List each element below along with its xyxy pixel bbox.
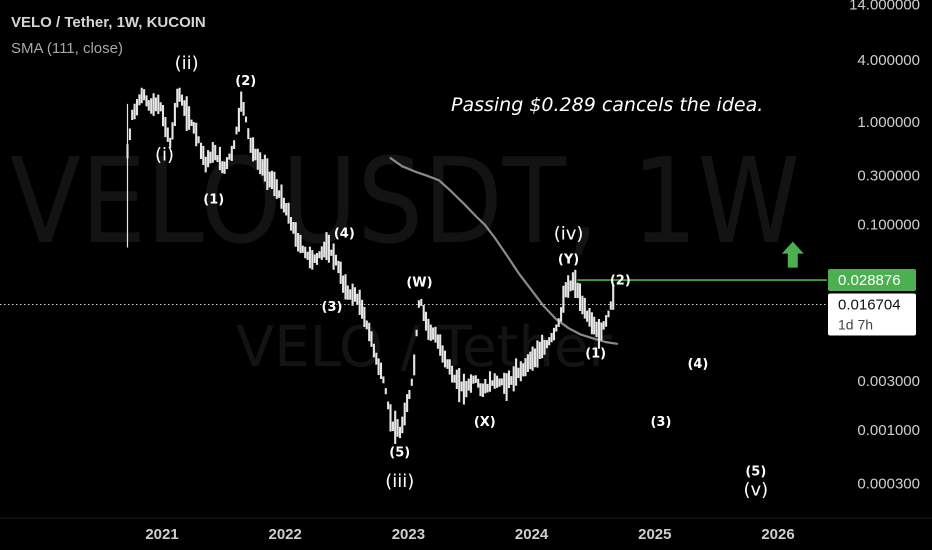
- wave-label: (3): [650, 415, 671, 430]
- wave-label: (i): [155, 145, 174, 166]
- wave-label: (5): [745, 465, 766, 480]
- y-tick-label: 4.000000: [857, 52, 920, 69]
- wave-label: (5): [389, 446, 410, 461]
- bar-countdown-text: 1d 7h: [838, 316, 873, 332]
- sma-line: [389, 156, 618, 345]
- annotation-text: Passing $0.289 cancels the idea.: [451, 94, 763, 116]
- y-tick-label: 0.000300: [857, 476, 920, 493]
- wave-label: (X): [474, 415, 496, 430]
- level-price-badge: [828, 269, 916, 292]
- y-tick-label: 14.000000: [849, 0, 920, 13]
- level-price-text: 0.028876: [838, 272, 901, 289]
- watermark-pair: VELO / Tether: [236, 315, 612, 380]
- x-tick-label: 2021: [145, 526, 178, 543]
- y-tick-label: 0.001000: [857, 422, 920, 439]
- wave-label: (iii): [385, 471, 414, 492]
- wave-label: (ii): [175, 53, 199, 74]
- wave-label: (Y): [558, 252, 579, 267]
- watermark-ticker: VELOUSDT, 1W: [10, 132, 800, 270]
- up-arrow-icon: [781, 241, 804, 268]
- wave-label: (v): [743, 480, 768, 501]
- wave-label: (iv): [554, 223, 584, 244]
- last-price-text: 0.016704: [838, 296, 901, 313]
- symbol-title[interactable]: VELO / Tether, 1W, KUCOIN: [11, 14, 206, 31]
- y-tick-label: 0.003000: [857, 373, 920, 390]
- wave-label: (4): [687, 357, 708, 372]
- x-tick-label: 2023: [392, 526, 425, 543]
- wave-label: (4): [334, 226, 355, 241]
- wave-label: (1): [585, 346, 606, 361]
- last-price-badge: [828, 293, 916, 336]
- price-bars: [126, 87, 615, 444]
- y-tick-label: 1.000000: [857, 114, 920, 131]
- y-tick-label: 0.300000: [857, 168, 920, 185]
- x-tick-label: 2022: [269, 526, 302, 543]
- wave-label: (2): [610, 274, 631, 289]
- x-tick-label: 2025: [638, 526, 671, 543]
- x-tick-label: 2026: [761, 526, 794, 543]
- wave-label: (W): [406, 275, 432, 290]
- wave-label: (3): [322, 300, 343, 315]
- wave-label: (1): [203, 193, 224, 208]
- indicator-label[interactable]: SMA (111, close): [11, 40, 123, 57]
- y-tick-label: 0.100000: [857, 217, 920, 234]
- wave-label: (2): [235, 74, 256, 89]
- x-tick-label: 2024: [515, 526, 549, 543]
